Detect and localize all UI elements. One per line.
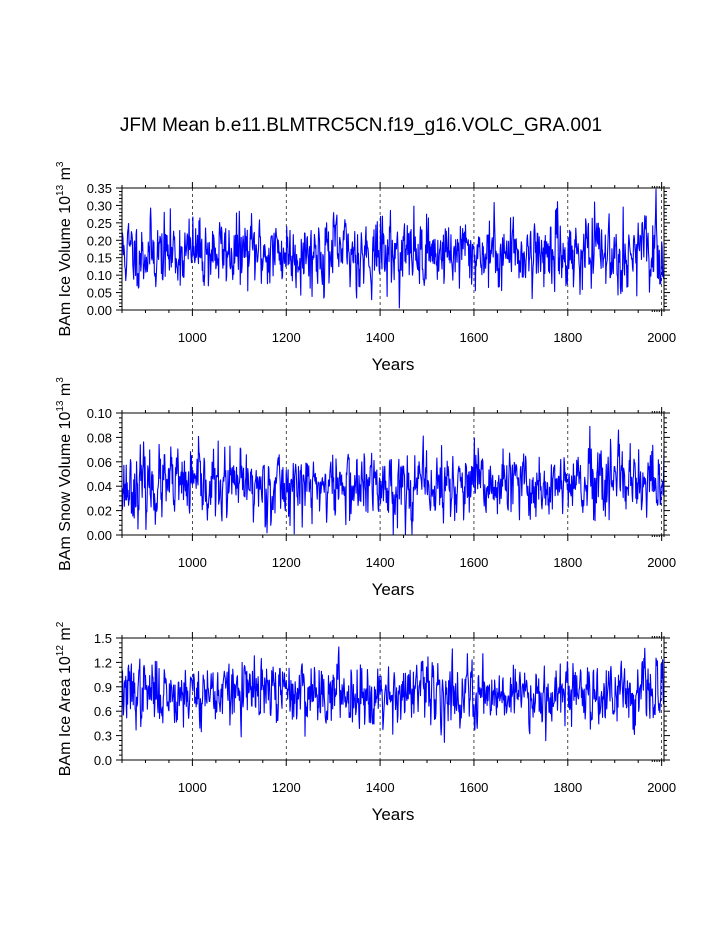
plot-frame	[121, 412, 665, 536]
y-tick-label: 0.02	[87, 504, 112, 519]
y-tick-label: 0.04	[87, 479, 112, 494]
y-tick-label: 0.35	[87, 181, 112, 196]
x-tick-label: 1200	[272, 780, 301, 795]
x-tick-label: 2000	[647, 330, 676, 345]
x-tick-label: 1800	[553, 555, 582, 570]
y-axis-title: BAm Snow Volume 1013 m3	[55, 377, 74, 571]
y-tick-label: 0.00	[87, 303, 112, 318]
x-tick-label: 2000	[647, 555, 676, 570]
x-tick-label: 1400	[366, 780, 395, 795]
chart-panel-2: 1000 1200 1400 1600 1800 2000 0.00 0.02 0.04 0.06…	[55, 377, 676, 599]
chart-panel-3: 1000 1200 1400 1600 1800 2000 0.0 0.3 0.6 0.9 1.2 1…	[55, 621, 676, 824]
x-tick-label: 1800	[553, 780, 582, 795]
x-tick-label: 1400	[366, 555, 395, 570]
chart-panel-1: 1000 1200 1400 1600 1800 2000 0.00 0.05 0.10 0.15…	[55, 161, 676, 374]
series-line	[121, 425, 665, 535]
y-tick-label: 0.0	[94, 753, 112, 768]
x-tick-label: 1000	[178, 330, 207, 345]
x-tick-label: 1800	[553, 330, 582, 345]
y-tick-label: 0.00	[87, 528, 112, 543]
x-tick-label: 1000	[178, 780, 207, 795]
y-tick-label: 0.6	[94, 704, 112, 719]
x-tick-label: 1200	[272, 555, 301, 570]
x-tick-label: 1600	[459, 780, 488, 795]
x-tick-label: 2000	[647, 780, 676, 795]
y-tick-label: 0.30	[87, 198, 112, 213]
x-tick-label: 1000	[178, 555, 207, 570]
y-tick-label: 1.5	[94, 631, 112, 646]
x-tick-label: 1200	[272, 330, 301, 345]
y-tick-label: 0.25	[87, 216, 112, 231]
x-axis-title: Years	[372, 805, 415, 824]
y-tick-label: 0.10	[87, 406, 112, 421]
y-tick-label: 0.08	[87, 430, 112, 445]
y-tick-label: 0.20	[87, 233, 112, 248]
series-line	[121, 646, 665, 743]
y-axis-title: BAm Ice Volume 1013 m3	[55, 161, 74, 336]
y-axis-title: BAm Ice Area 1012 m2	[55, 621, 74, 776]
y-tick-label: 0.10	[87, 268, 112, 283]
figure-title: JFM Mean b.e11.BLMTRC5CN.f19_g16.VOLC_GR…	[120, 115, 602, 136]
x-axis-title: Years	[372, 355, 415, 374]
y-tick-label: 0.9	[94, 680, 112, 695]
y-tick-label: 0.3	[94, 729, 112, 744]
x-tick-label: 1600	[459, 555, 488, 570]
x-tick-label: 1400	[366, 330, 395, 345]
x-axis-title: Years	[372, 580, 415, 599]
plot-frame	[121, 187, 665, 311]
y-tick-label: 0.06	[87, 455, 112, 470]
y-tick-label: 0.05	[87, 286, 112, 301]
x-tick-label: 1600	[459, 330, 488, 345]
y-tick-label: 0.15	[87, 251, 112, 266]
plot-frame	[121, 637, 665, 761]
y-tick-label: 1.2	[94, 655, 112, 670]
series-line	[121, 188, 665, 309]
